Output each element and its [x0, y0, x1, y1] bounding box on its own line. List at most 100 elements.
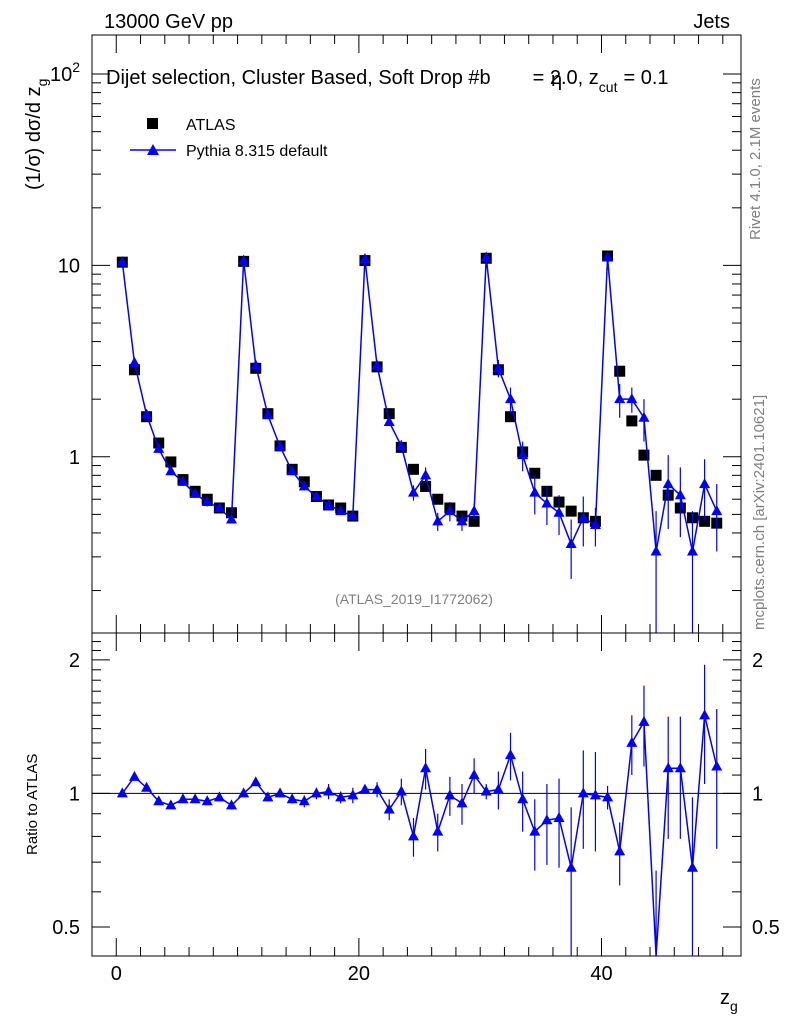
pythia-point — [577, 511, 589, 522]
ratio-point — [395, 785, 407, 796]
atlas-point — [565, 505, 577, 517]
x-axis-label: zg — [720, 987, 738, 1014]
pythia-point — [189, 487, 201, 498]
ratio-point — [347, 789, 359, 800]
ratio-point — [116, 787, 128, 798]
ratio-y-tick-label-right: 2 — [752, 650, 763, 672]
pythia-point — [250, 359, 262, 370]
ratio-point — [480, 785, 492, 796]
atlas-point — [128, 364, 140, 376]
pythia-point — [432, 515, 444, 526]
main-axis-ticks — [92, 35, 741, 633]
ratio-point — [371, 783, 383, 794]
ratio-point — [456, 797, 468, 808]
ratio-point — [699, 709, 711, 720]
pythia-point — [468, 505, 480, 516]
ratio-point — [262, 791, 274, 802]
pythia-point — [602, 251, 614, 262]
pythia-point — [323, 498, 335, 509]
ratio-point — [638, 715, 650, 726]
title-eta-symbol: η — [551, 69, 562, 91]
pythia-point — [226, 513, 238, 524]
ratio-point — [589, 789, 601, 800]
pythia-point — [274, 440, 286, 451]
pythia-point — [262, 409, 274, 420]
ratio-point — [529, 825, 541, 836]
ratio-point — [141, 781, 153, 792]
ratio-point — [407, 830, 419, 841]
pythia-point — [359, 253, 371, 264]
atlas-point — [468, 515, 480, 527]
ratio-point — [420, 762, 432, 773]
ratio-point — [250, 776, 262, 787]
header-jets-label: Jets — [693, 11, 730, 33]
pythia-point — [553, 506, 565, 517]
pythia-point — [686, 545, 698, 556]
atlas-point — [383, 408, 395, 420]
x-tick-label: 0 — [111, 963, 122, 985]
ratio-point — [213, 791, 225, 802]
mcplots-reference-label: mcplots.cern.ch [arXiv:2401.10621] — [751, 395, 768, 630]
atlas-point — [165, 456, 177, 468]
pythia-point — [662, 478, 674, 489]
ratio-y-tick-label-left: 0.5 — [52, 917, 80, 939]
ratio-point — [614, 845, 626, 856]
ratio-y-axis-label: Ratio to ATLAS — [24, 754, 41, 855]
analysis-watermark: (ATLAS_2019_I1772062) — [335, 591, 493, 607]
ratio-y-tick-label-right: 0.5 — [752, 917, 780, 939]
ratio-point — [153, 795, 165, 806]
ratio-point — [492, 783, 504, 794]
main-y-tick-label: 10 — [58, 255, 80, 277]
ratio-point — [323, 785, 335, 796]
main-y-tick-labels: 102 10 1 — [50, 59, 80, 469]
ratio-point — [577, 787, 589, 798]
pythia-point — [177, 475, 189, 486]
pythia-point — [335, 505, 347, 516]
pythia-point — [711, 505, 723, 516]
ratio-point — [177, 793, 189, 804]
pythia-point — [141, 408, 153, 419]
ratio-y-tick-labels: 0.5 0.5 1 1 2 2 — [52, 650, 780, 939]
pythia-point — [614, 393, 626, 404]
legend-pythia-label: Pythia 8.315 default — [186, 143, 328, 160]
pythia-point — [420, 469, 432, 480]
pythia-point — [371, 359, 383, 370]
ratio-point — [128, 770, 140, 781]
pythia-line — [121, 257, 718, 552]
pythia-point — [153, 442, 165, 453]
pythia-point — [505, 393, 517, 404]
pythia-point — [128, 356, 140, 367]
header-energy-label: 13000 GeV pp — [104, 11, 233, 33]
legend-pythia-marker — [147, 144, 159, 155]
ratio-point — [565, 861, 577, 872]
pythia-point — [165, 465, 177, 476]
pythia-point — [201, 496, 213, 507]
pythia-point — [238, 254, 250, 265]
main-y-tick-label: 1 — [69, 447, 80, 469]
ratio-point — [517, 793, 529, 804]
rivet-version-label: Rivet 4.1.0, 2.1M events — [747, 78, 764, 240]
ratio-point — [468, 769, 480, 780]
ratio-point — [165, 799, 177, 810]
pythia-point — [407, 486, 419, 497]
pythia-point — [444, 505, 456, 516]
ratio-line — [121, 715, 718, 957]
pythia-point — [638, 411, 650, 422]
ratio-point — [602, 791, 614, 802]
pythia-point — [395, 439, 407, 450]
pythia-series-main — [116, 251, 723, 633]
ratio-point — [335, 791, 347, 802]
plot-title: Dijet selection, Cluster Based, Soft Dro… — [106, 67, 669, 95]
atlas-point — [407, 463, 419, 475]
ratio-point — [686, 861, 698, 872]
pythia-point — [565, 538, 577, 549]
legend-atlas-marker — [147, 118, 158, 129]
atlas-point — [529, 467, 541, 479]
pythia-point — [383, 415, 395, 426]
ratio-y-tick-label-left: 1 — [69, 783, 80, 805]
atlas-point — [638, 449, 650, 461]
pythia-point — [298, 480, 310, 491]
x-tick-label: 40 — [590, 963, 612, 985]
ratio-point — [626, 736, 638, 747]
